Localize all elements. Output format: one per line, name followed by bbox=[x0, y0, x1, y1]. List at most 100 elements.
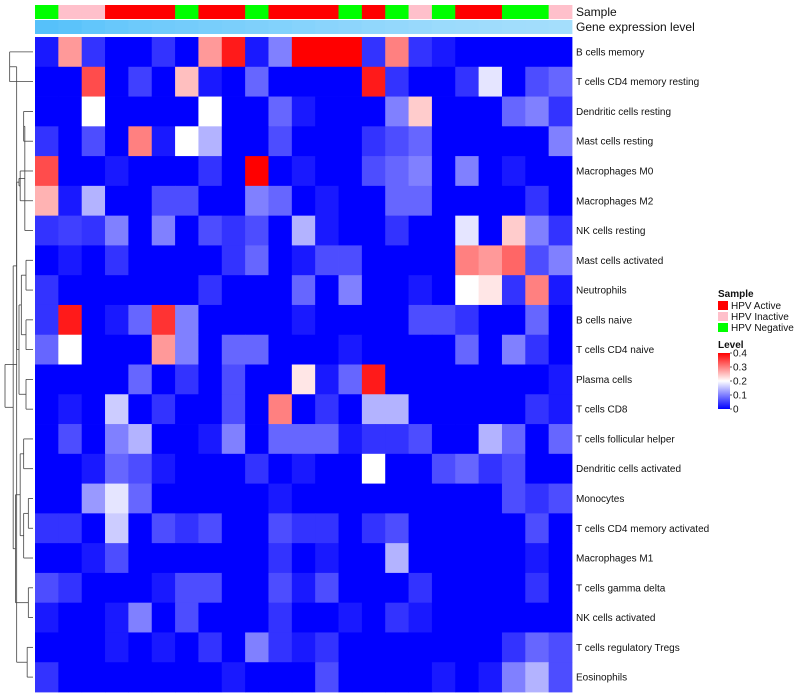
heatmap-cell bbox=[35, 543, 59, 574]
heatmap-cell bbox=[338, 275, 363, 306]
sample-annotation-cell bbox=[128, 5, 153, 19]
gene-expression-cell bbox=[175, 20, 199, 34]
heatmap-cell bbox=[338, 513, 363, 544]
heatmap-cell bbox=[548, 304, 573, 336]
legend-tick-label: 0.4 bbox=[733, 349, 747, 360]
heatmap-cell bbox=[221, 453, 246, 484]
heatmap-cell bbox=[315, 453, 339, 484]
heatmap-cell bbox=[501, 364, 526, 395]
heatmap-cell bbox=[525, 215, 550, 246]
heatmap-cell bbox=[408, 37, 433, 68]
heatmap-cell bbox=[501, 66, 526, 97]
sample-annotation-cell bbox=[268, 5, 293, 19]
heatmap-cell bbox=[478, 96, 503, 127]
heatmap-cell bbox=[408, 662, 433, 693]
heatmap-cell bbox=[338, 96, 363, 127]
heatmap-cell bbox=[291, 602, 316, 633]
heatmap-cell bbox=[105, 483, 129, 514]
heatmap-cell bbox=[175, 572, 199, 604]
heatmap-cell bbox=[408, 126, 433, 157]
heatmap-cell bbox=[245, 215, 269, 246]
heatmap-cell bbox=[151, 513, 176, 544]
heatmap-cell bbox=[478, 543, 503, 574]
heatmap-cell bbox=[478, 572, 503, 604]
gene-expression-cell bbox=[198, 20, 223, 34]
heatmap-cell bbox=[291, 304, 316, 336]
heatmap-cell bbox=[478, 215, 503, 246]
gene-expression-cell bbox=[408, 20, 433, 34]
heatmap-cell bbox=[151, 334, 176, 365]
heatmap-cell bbox=[175, 126, 199, 157]
heatmap-cell bbox=[268, 394, 293, 425]
heatmap-cell bbox=[151, 215, 176, 246]
row-label: Plasma cells bbox=[576, 375, 632, 386]
row-label: Dendritic cells resting bbox=[576, 107, 671, 118]
heatmap-cell bbox=[385, 483, 409, 514]
heatmap-cell bbox=[105, 453, 129, 484]
legend-swatch bbox=[718, 301, 728, 310]
heatmap-cell bbox=[221, 66, 246, 97]
heatmap-cell bbox=[361, 632, 386, 663]
heatmap-cell bbox=[198, 364, 223, 395]
row-label: T cells regulatory Tregs bbox=[576, 643, 680, 654]
heatmap-cell bbox=[35, 215, 59, 246]
heatmap-cell bbox=[315, 156, 339, 187]
heatmap-cell bbox=[128, 304, 153, 336]
heatmap-cell bbox=[35, 245, 59, 276]
heatmap-cell bbox=[455, 662, 480, 693]
heatmap-cell bbox=[431, 215, 456, 246]
heatmap-cell bbox=[151, 245, 176, 276]
heatmap-cell bbox=[221, 483, 246, 514]
heatmap-cell bbox=[548, 156, 573, 187]
heatmap-cell bbox=[338, 126, 363, 157]
heatmap-cell bbox=[175, 424, 199, 455]
heatmap-cell bbox=[291, 96, 316, 127]
heatmap-cell bbox=[58, 66, 83, 97]
heatmap-cell bbox=[128, 37, 153, 68]
heatmap-cell bbox=[291, 364, 316, 395]
heatmap-cell bbox=[81, 364, 106, 395]
heatmap-cell bbox=[361, 364, 386, 395]
heatmap-cell bbox=[501, 572, 526, 604]
heatmap-cell bbox=[408, 364, 433, 395]
heatmap-cell bbox=[35, 334, 59, 365]
heatmap-cell bbox=[525, 424, 550, 455]
heatmap-cell bbox=[58, 37, 83, 68]
heatmap-cell bbox=[548, 483, 573, 514]
heatmap-cell bbox=[455, 37, 480, 68]
heatmap-cell bbox=[478, 394, 503, 425]
heatmap-cell bbox=[128, 156, 153, 187]
heatmap-cell bbox=[548, 572, 573, 604]
heatmap-cell bbox=[58, 602, 83, 633]
heatmap-cell bbox=[501, 126, 526, 157]
heatmap-cell bbox=[478, 304, 503, 336]
heatmap-cell bbox=[291, 632, 316, 663]
heatmap-cell bbox=[501, 543, 526, 574]
heatmap-cell bbox=[315, 126, 339, 157]
heatmap-cell bbox=[548, 602, 573, 633]
gene-expression-cell bbox=[361, 20, 386, 34]
heatmap-cell bbox=[58, 215, 83, 246]
heatmap-cell bbox=[198, 245, 223, 276]
row-label: Mast cells activated bbox=[576, 256, 663, 267]
heatmap-cell bbox=[221, 513, 246, 544]
heatmap-cell bbox=[35, 632, 59, 663]
sample-annotation-cell bbox=[58, 5, 83, 19]
heatmap-cell bbox=[455, 245, 480, 276]
sample-annotation-cell bbox=[361, 5, 386, 19]
heatmap-cell bbox=[525, 245, 550, 276]
row-label: T cells CD4 naive bbox=[576, 345, 655, 356]
heatmap-cell bbox=[245, 126, 269, 157]
gene-expression-cell bbox=[455, 20, 480, 34]
gene-expression-cell bbox=[315, 20, 339, 34]
heatmap-cell bbox=[151, 662, 176, 693]
heatmap-cell bbox=[361, 126, 386, 157]
sample-annotation-cell bbox=[175, 5, 199, 19]
heatmap-cell bbox=[128, 483, 153, 514]
heatmap-cell bbox=[338, 215, 363, 246]
heatmap-cell bbox=[525, 662, 550, 693]
heatmap-cell bbox=[455, 483, 480, 514]
heatmap-cell bbox=[361, 513, 386, 544]
heatmap-cell bbox=[221, 37, 246, 68]
heatmap-cell bbox=[431, 424, 456, 455]
